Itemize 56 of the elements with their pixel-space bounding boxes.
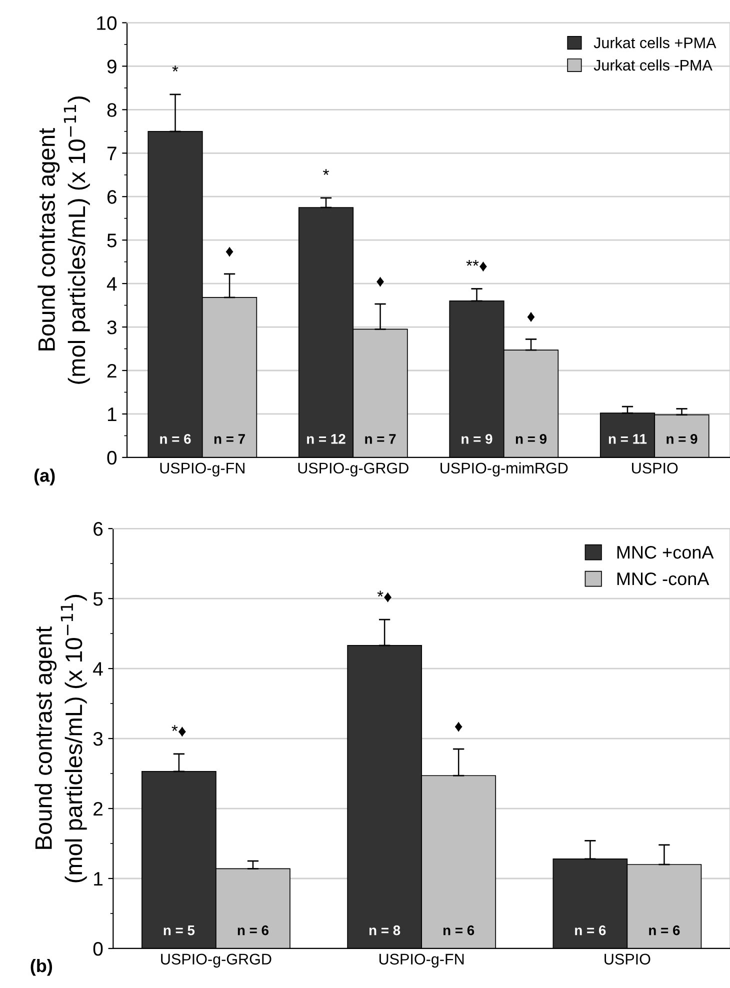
y-tick-label: 0 <box>93 942 103 956</box>
y-tick-label: 2 <box>107 364 116 378</box>
annotation: n = 8 <box>369 925 400 936</box>
y-tick-label: 2 <box>94 802 102 816</box>
y-tick-label: 4 <box>106 277 117 291</box>
annotation: n = 9 <box>666 434 698 444</box>
x-tick-label: USPIO-g-FN <box>379 954 464 968</box>
annotation: n = 11 <box>608 434 647 444</box>
y-tick-label: 0 <box>107 450 117 465</box>
y-tick-label: 4 <box>93 662 103 676</box>
annotation: n = 6 <box>575 925 606 936</box>
annotation: ♦ <box>527 312 535 322</box>
y-tick-label: 6 <box>107 190 116 204</box>
legend-label: MNC +conA <box>617 546 714 559</box>
x-tick-label: USPIO <box>604 954 650 965</box>
legend-label: MNC -conA <box>617 572 710 586</box>
annotation: n = 9 <box>516 434 547 444</box>
legend-label: Jurkat cells -PMA <box>594 59 712 71</box>
annotation: n = 9 <box>462 434 492 444</box>
legend-label: Jurkat cells +PMA <box>594 37 716 48</box>
annotation: *♦ <box>377 590 392 602</box>
annotation: n = 12 <box>307 434 346 444</box>
annotation: n = 6 <box>160 434 191 444</box>
annotation: * <box>323 169 329 175</box>
text: (b) <box>30 958 52 976</box>
x-tick-label: USPIO-g-GRGD <box>298 462 408 477</box>
y-tick-label: 10 <box>97 16 117 30</box>
annotation: n = 7 <box>214 434 245 444</box>
y-tick-label: 8 <box>107 103 116 117</box>
y-tick-label: 1 <box>108 408 116 422</box>
annotation: n = 6 <box>649 925 680 936</box>
x-tick-label: USPIO <box>632 462 678 474</box>
annotation: **♦ <box>466 260 487 272</box>
y-tick-label: 1 <box>94 872 102 886</box>
annotation: *♦ <box>172 725 186 737</box>
y-tick-label: 3 <box>107 320 116 334</box>
y-tick-label: 5 <box>93 592 103 606</box>
text: (a) <box>34 468 55 486</box>
y-tick-label: 7 <box>107 146 116 160</box>
annotation: ♦ <box>454 722 462 732</box>
x-tick-label: USPIO-g-FN <box>160 462 244 477</box>
annotation: n = 5 <box>164 926 195 936</box>
y-tick-label: 6 <box>94 522 103 536</box>
y-axis-title: Bound contrast agent (mol particles/mL) (x 10$^{−11}$) <box>38 96 90 384</box>
annotation: n = 7 <box>365 434 396 444</box>
y-tick-label: 5 <box>107 234 116 248</box>
x-tick-label: USPIO-g-GRGD <box>161 954 272 968</box>
y-tick-label: 9 <box>107 60 116 74</box>
annotation: ♦ <box>226 246 234 257</box>
y-tick-label: 3 <box>93 732 103 746</box>
annotation: n = 6 <box>443 925 474 936</box>
annotation: ♦ <box>376 276 384 287</box>
y-axis-title: Bound contrast agent (mol particles/mL) (x 10$^{−11}$) <box>34 594 87 882</box>
annotation: * <box>172 66 178 72</box>
annotation: n = 6 <box>238 925 268 936</box>
x-tick-label: USPIO-g-mimRGD <box>440 462 568 477</box>
